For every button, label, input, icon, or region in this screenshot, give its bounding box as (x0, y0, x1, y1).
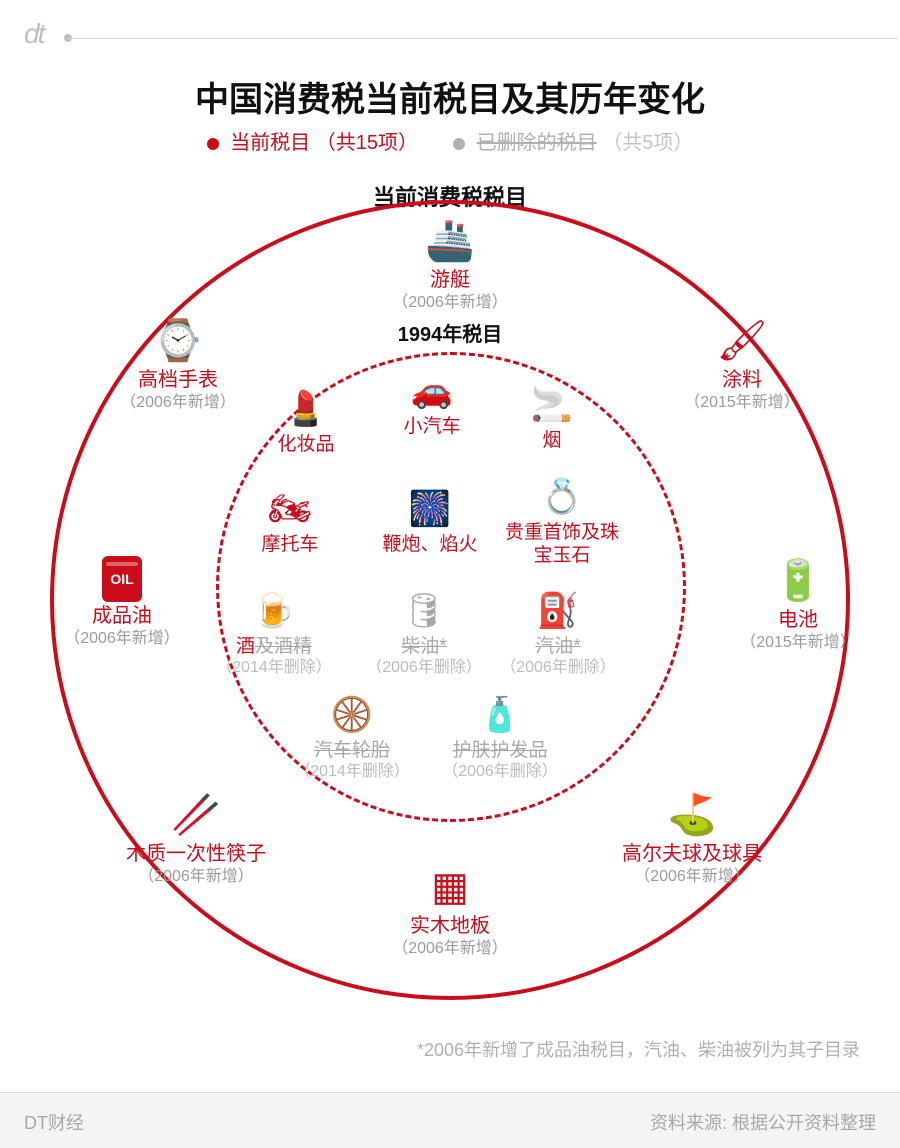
legend-current-label: 当前税目 (230, 132, 310, 154)
brand-logo: dt (24, 18, 43, 50)
removed-item-gasoline: ⛽汽油*（2006年删除） (498, 590, 618, 678)
legend-removed-label: 已删除的税目 (477, 132, 597, 154)
item-name: 高尔夫球及球具 (612, 842, 772, 867)
outer-item-yacht: 🚢游艇（2006年新增） (370, 216, 530, 313)
battery-icon: 🔋 (718, 556, 878, 606)
legend-removed-count: （共5项） (602, 132, 693, 154)
tobacco-icon: 🚬 (492, 384, 612, 427)
item-sub: （2006年新增） (42, 629, 202, 649)
skincare-icon: 🧴 (440, 694, 560, 737)
item-sub: （2006年删除） (440, 762, 560, 782)
legend-current-count: （共15项） (316, 132, 418, 154)
page-title: 中国消费税当前税目及其历年变化 (0, 72, 900, 121)
item-sub: （2006年新增） (116, 867, 276, 887)
inner-item-car: 🚗小汽车 (372, 370, 492, 438)
gasoline-icon: ⛽ (498, 590, 618, 633)
outer-item-chopstick: 🥢木质一次性筷子（2006年新增） (116, 790, 276, 887)
diagram-stage: 🚢游艇（2006年新增）🖌涂料（2015年新增）🔋电池（2015年新增）⛳高尔夫… (50, 200, 850, 1000)
footer-source-left: DT财经 (24, 1109, 84, 1135)
chopstick-icon: 🥢 (116, 790, 276, 840)
item-name: 涂料 (662, 368, 822, 393)
tire-icon: 🛞 (292, 694, 412, 737)
cosmetics-icon: 💄 (246, 388, 366, 431)
legend-dot-current (207, 138, 219, 150)
paint-icon: 🖌 (662, 316, 822, 366)
item-sub: （2006年新增） (370, 939, 530, 959)
item-name: 木质一次性筷子 (116, 842, 276, 867)
item-name: 烟 (492, 429, 612, 453)
footer: DT财经 资料来源: 根据公开资料整理 (0, 1092, 900, 1148)
removed-item-alcohol: 🍺酒及酒精（2014年删除） (214, 590, 334, 678)
inner-item-motorcycle: 🏍摩托车 (230, 488, 350, 556)
legend-dot-removed (453, 138, 465, 150)
golf-icon: ⛳ (612, 790, 772, 840)
item-name: 酒及酒精 (214, 635, 334, 659)
item-name: 成品油 (42, 604, 202, 629)
footer-source-right: 资料来源: 根据公开资料整理 (650, 1109, 876, 1135)
inner-item-jewelry: 💍贵重首饰及珠宝玉石 (502, 476, 622, 568)
outer-item-paint: 🖌涂料（2015年新增） (662, 316, 822, 413)
item-name: 高档手表 (98, 368, 258, 393)
firework-icon: 🎆 (370, 488, 490, 531)
item-name: 护肤护发品 (440, 739, 560, 763)
item-name: 汽车轮胎 (292, 739, 412, 763)
removed-item-skincare: 🧴护肤护发品（2006年删除） (440, 694, 560, 782)
footnote: *2006年新增了成品油税目，汽油、柴油被列为其子目录 (417, 1036, 860, 1062)
outer-item-floor: ▦实木地板（2006年新增） (370, 862, 530, 959)
item-sub: （2014年删除） (292, 762, 412, 782)
item-sub: （2006年删除） (364, 658, 484, 678)
item-sub: （2006年新增） (98, 393, 258, 413)
alcohol-icon: 🍺 (214, 590, 334, 633)
item-name: 电池 (718, 608, 878, 633)
item-name: 实木地板 (370, 914, 530, 939)
item-sub: （2006年新增） (612, 867, 772, 887)
watch-icon: ⌚ (98, 316, 258, 366)
floor-icon: ▦ (370, 862, 530, 912)
oil-barrel-icon: OIL (102, 556, 142, 602)
item-name: 柴油* (364, 635, 484, 659)
inner-item-cosmetics: 💄化妆品 (246, 388, 366, 456)
inner-item-firework: 🎆鞭炮、焰火 (370, 488, 490, 556)
item-name: 游艇 (370, 268, 530, 293)
inner-item-tobacco: 🚬烟 (492, 384, 612, 452)
removed-item-diesel: 🛢柴油*（2006年删除） (364, 590, 484, 678)
item-sub: （2015年新增） (662, 393, 822, 413)
item-name: 鞭炮、焰火 (370, 533, 490, 557)
removed-item-tire: 🛞汽车轮胎（2014年删除） (292, 694, 412, 782)
item-name: 化妆品 (246, 433, 366, 457)
item-sub: （2006年删除） (498, 658, 618, 678)
diesel-icon: 🛢 (364, 590, 484, 633)
car-icon: 🚗 (372, 370, 492, 413)
motorcycle-icon: 🏍 (230, 488, 350, 531)
item-sub: （2014年删除） (214, 658, 334, 678)
jewelry-icon: 💍 (502, 476, 622, 519)
item-sub: （2006年新增） (370, 293, 530, 313)
item-name: 小汽车 (372, 415, 492, 439)
item-name: 汽油* (498, 635, 618, 659)
legend: 当前税目 （共15项） 已删除的税目 （共5项） (0, 126, 900, 155)
outer-item-golf: ⛳高尔夫球及球具（2006年新增） (612, 790, 772, 887)
item-name: 摩托车 (230, 533, 350, 557)
item-sub: （2015年新增） (718, 633, 878, 653)
yacht-icon: 🚢 (370, 216, 530, 266)
outer-item-battery: 🔋电池（2015年新增） (718, 556, 878, 653)
outer-item-oil: OIL成品油（2006年新增） (42, 556, 202, 649)
outer-item-watch: ⌚高档手表（2006年新增） (98, 316, 258, 413)
item-name: 贵重首饰及珠宝玉石 (502, 521, 622, 569)
